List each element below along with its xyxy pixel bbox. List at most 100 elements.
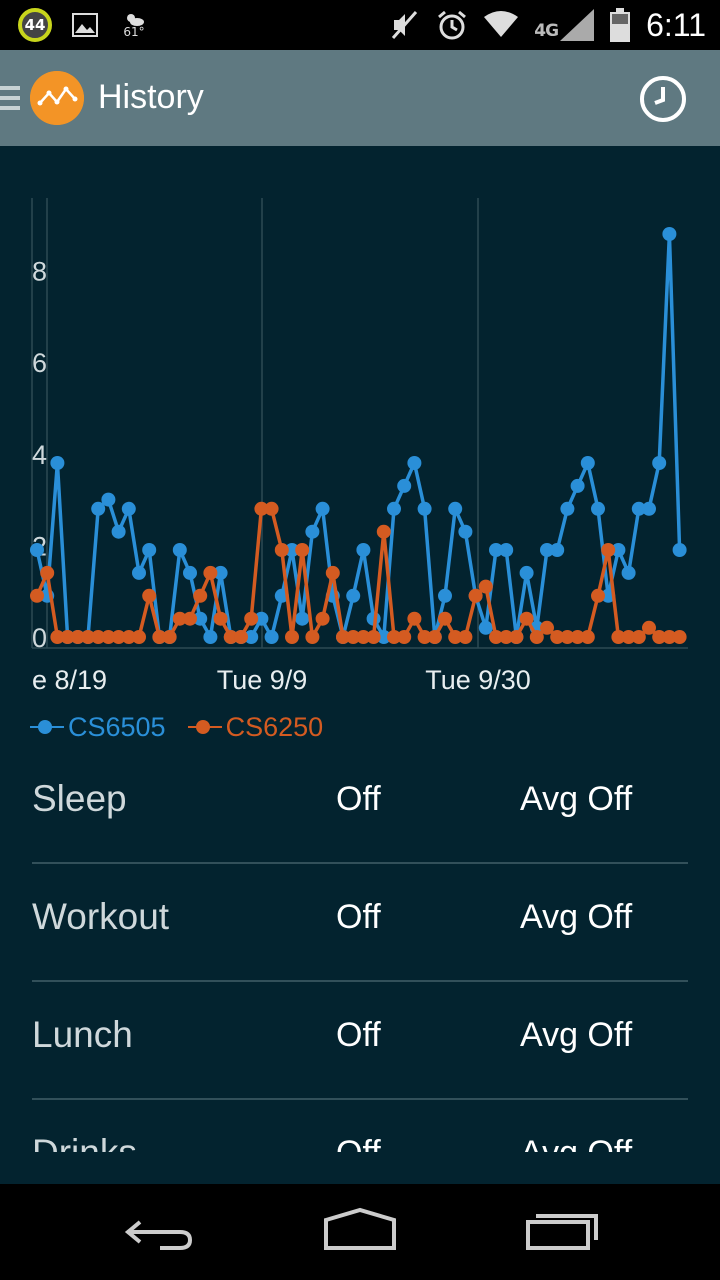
mute-icon (392, 11, 418, 39)
data-point (101, 492, 116, 507)
data-point (295, 543, 310, 557)
data-point (570, 478, 585, 493)
app-logo-icon[interactable] (30, 71, 84, 125)
temperature: 61° (123, 24, 145, 39)
battery-icon (610, 8, 631, 42)
data-point (121, 501, 136, 516)
app-bar: History (0, 50, 720, 146)
data-point (499, 630, 514, 644)
data-point (580, 630, 595, 644)
data-point (325, 565, 340, 580)
data-point (285, 630, 299, 644)
data-point (478, 620, 493, 635)
row-value: Off (336, 1016, 381, 1054)
legend-marker-icon (30, 717, 66, 737)
data-point (560, 630, 575, 644)
data-point (672, 630, 687, 644)
data-point (397, 630, 412, 644)
data-point (305, 524, 320, 539)
data-point (213, 611, 228, 626)
y-tick-label: 0 (32, 623, 47, 653)
data-point (315, 501, 330, 516)
data-point (91, 501, 106, 516)
data-point (387, 630, 401, 644)
data-point (30, 588, 44, 603)
data-point (611, 543, 626, 557)
data-point (183, 565, 197, 580)
legend-item-cs6505: CS6505 (30, 712, 166, 743)
data-point (356, 543, 371, 557)
list-item-lunch[interactable]: Lunch Off Avg Off (32, 982, 688, 1100)
row-label: Lunch (32, 1014, 133, 1055)
data-point (254, 611, 269, 626)
list-item-sleep[interactable]: Sleep Off Avg Off (32, 746, 688, 864)
data-point (295, 611, 310, 626)
list-item-workout[interactable]: Workout Off Avg Off (32, 864, 688, 982)
data-point (652, 456, 667, 470)
row-average: Avg Off (520, 1134, 632, 1152)
data-point (274, 543, 289, 557)
row-value: Off (336, 898, 381, 936)
data-point (407, 611, 422, 626)
data-point (244, 630, 259, 644)
drawer-menu-icon[interactable] (0, 86, 20, 116)
data-point (132, 565, 146, 580)
data-point (213, 565, 228, 580)
data-point (162, 630, 177, 644)
data-point (438, 611, 452, 626)
notification-count: 44 (24, 16, 46, 34)
row-average: Avg Off (520, 780, 633, 818)
data-point (427, 630, 442, 644)
row-value: Off (336, 780, 381, 818)
x-tick-label: Tue 9/30 (425, 665, 531, 695)
status-time: 6:11 (646, 6, 706, 43)
legend-label: CS6250 (225, 711, 324, 742)
home-icon[interactable] (320, 1206, 400, 1258)
data-point (91, 630, 106, 644)
data-point (223, 630, 238, 644)
recents-icon[interactable] (522, 1206, 602, 1258)
x-tick-label: e 8/19 (32, 665, 107, 695)
data-point (244, 611, 259, 626)
data-point (448, 501, 463, 516)
data-point (40, 565, 55, 580)
status-bar: 44 61° 4G (0, 0, 720, 50)
list-item-drinks[interactable]: Drinks Off Avg Off (32, 1100, 688, 1152)
data-point (193, 611, 208, 626)
data-point (50, 456, 65, 470)
data-point (489, 543, 503, 557)
data-point (366, 630, 381, 644)
data-point (489, 630, 503, 644)
weather-icon: 61° (118, 12, 150, 39)
data-point (407, 456, 422, 470)
wifi-icon (484, 11, 519, 37)
data-point (591, 501, 605, 516)
data-point (264, 501, 279, 516)
data-point (631, 501, 646, 516)
row-value: Off (336, 1134, 381, 1152)
data-point (305, 630, 320, 644)
history-clock-icon[interactable] (638, 74, 688, 124)
data-point (550, 630, 565, 644)
legend-marker-icon (187, 717, 224, 737)
data-point (509, 630, 524, 644)
data-point (50, 630, 65, 644)
data-point (183, 611, 197, 626)
data-point (132, 630, 146, 644)
y-tick-label: 8 (32, 257, 47, 287)
data-point (611, 630, 626, 644)
legend-item-cs6250: CS6250 (187, 711, 324, 743)
y-tick-label: 4 (32, 440, 47, 470)
data-point (376, 630, 391, 644)
signal-icon (560, 9, 595, 41)
x-tick-label: Tue 9/9 (217, 665, 308, 695)
data-point (376, 524, 391, 539)
data-point (580, 456, 595, 470)
data-point (570, 630, 585, 644)
back-icon[interactable] (120, 1206, 200, 1258)
data-point (193, 588, 208, 603)
y-tick-label: 6 (32, 348, 47, 378)
row-average: Avg Off (520, 1016, 633, 1054)
